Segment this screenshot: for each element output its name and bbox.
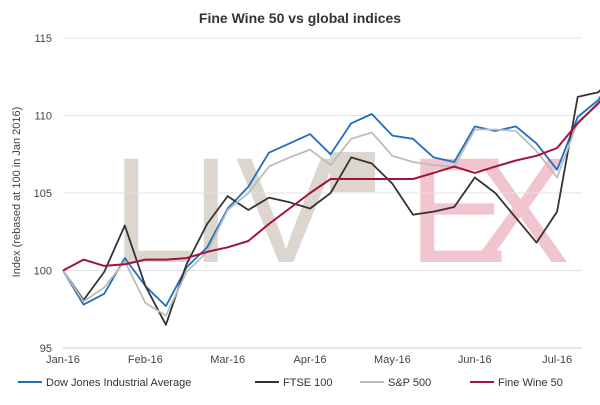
watermark-letter: I: [190, 126, 232, 294]
series-line-fw: [62, 99, 600, 272]
y-axis-ticks: 95 100 105 110 115: [34, 33, 52, 355]
series-line-dow: [62, 95, 600, 308]
y-tick-label: 100: [34, 266, 52, 278]
x-tick-label: Mar-16: [210, 354, 245, 366]
y-tick-label: 105: [34, 188, 52, 200]
y-axis-label: Index (rebased at 100 in Jan 2016): [11, 107, 23, 278]
watermark-letter: L: [112, 126, 195, 294]
legend-label: S&P 500: [388, 377, 431, 389]
x-tick-label: Jun-16: [458, 354, 492, 366]
legend-label: Fine Wine 50: [498, 377, 563, 389]
gridlines: [63, 37, 582, 349]
series-line-ftse: [62, 89, 600, 326]
x-tick-label: Jan-16: [46, 354, 80, 366]
x-tick-label: May-16: [374, 354, 411, 366]
x-tick-label: Feb-16: [128, 354, 163, 366]
chart-title: Fine Wine 50 vs global indices: [199, 10, 401, 26]
x-tick-label: Jul-16: [542, 354, 572, 366]
series-lines: [62, 89, 600, 326]
y-tick-label: 95: [40, 343, 52, 355]
y-tick-label: 115: [34, 33, 52, 45]
legend: Dow Jones Industrial Average FTSE 100 S&P …: [18, 377, 563, 389]
series-line-sp: [62, 100, 600, 317]
legend-label: Dow Jones Industrial Average: [46, 377, 191, 389]
watermark-letter: X: [470, 126, 570, 294]
x-axis-ticks: Jan-16 Feb-16 Mar-16 Apr-16 May-16 Jun-16 Jul-…: [46, 354, 572, 366]
y-tick-label: 110: [34, 111, 52, 123]
legend-label: FTSE 100: [283, 377, 333, 389]
x-tick-label: Apr-16: [294, 354, 327, 366]
